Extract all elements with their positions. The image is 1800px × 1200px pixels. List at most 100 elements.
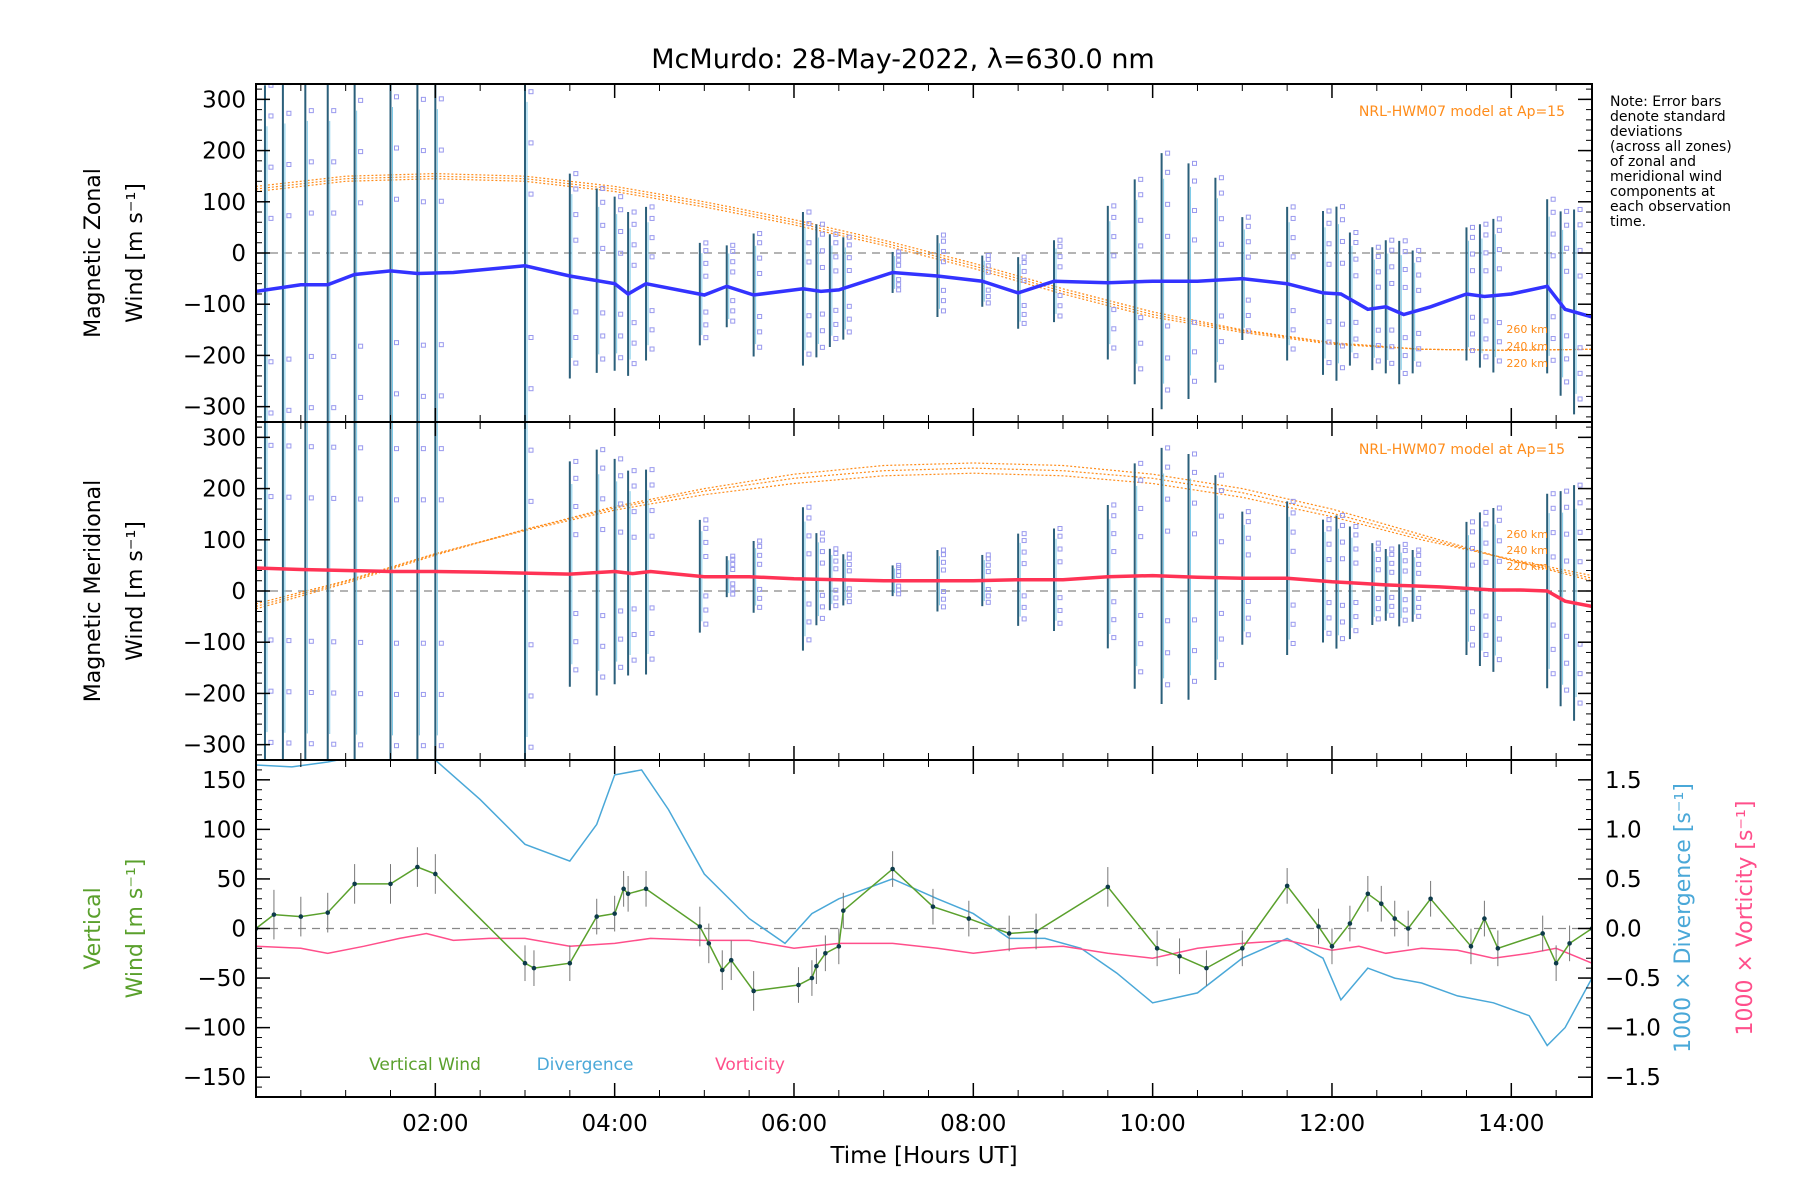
vertical-wind-point [594, 914, 600, 919]
model-height-label: 220 km [1506, 560, 1548, 573]
scatter-point [1564, 333, 1570, 339]
scatter-point [833, 321, 839, 327]
scatter-point [1111, 345, 1117, 351]
legend-entry: Vertical Wind [369, 1055, 481, 1075]
scatter-point [1165, 150, 1171, 156]
scatter-point [1326, 517, 1332, 523]
scatter-point [896, 583, 902, 589]
scatter-point [308, 638, 314, 644]
vertical-wind-point [531, 965, 537, 971]
scatter-point [1245, 632, 1251, 638]
scatter-point [1353, 230, 1359, 236]
scatter-point [833, 336, 839, 342]
scatter-point [757, 538, 763, 544]
y-tick-label: −100 [183, 1016, 246, 1042]
vertical-wind-point [433, 871, 438, 877]
scatter-point [1389, 237, 1395, 243]
scatter-point [1375, 253, 1381, 259]
scatter-point [757, 552, 763, 558]
scatter-point [1339, 522, 1345, 528]
scatter-point [1021, 538, 1027, 544]
scatter-point [1111, 203, 1117, 209]
y-tick-label: 0 [231, 241, 246, 267]
scatter-point [1375, 327, 1381, 333]
scatter-point [1111, 253, 1117, 259]
scatter-point [600, 185, 606, 191]
scatter-point [1218, 472, 1224, 478]
scatter-point [1416, 330, 1422, 336]
scatter-point [1564, 633, 1570, 639]
vertical-wind-point [1329, 944, 1335, 949]
note-line: denote standard [1610, 109, 1726, 125]
scatter-point [819, 248, 825, 254]
scatter-point [1402, 353, 1408, 359]
scatter-point [1402, 249, 1408, 255]
scatter-point [1339, 512, 1345, 518]
y2-tick-label: −1.5 [1605, 1065, 1661, 1091]
scatter-point [703, 621, 709, 627]
scatter-point [846, 316, 852, 322]
scatter-point [1389, 612, 1395, 618]
scatter-point [1496, 538, 1502, 544]
scatter-point [438, 393, 444, 399]
scatter-point [1165, 323, 1171, 329]
x-tick-label: 14:00 [1478, 1111, 1544, 1137]
scatter-point [1218, 539, 1224, 545]
scatter-point [1483, 632, 1489, 638]
scatter-point [1496, 216, 1502, 222]
scatter-point [1402, 238, 1408, 244]
scatter-point [1290, 308, 1296, 314]
scatter-point [528, 693, 534, 699]
scatter-point [1138, 192, 1144, 198]
vertical-wind-point [1392, 916, 1398, 921]
scatter-point [618, 311, 624, 317]
vertical-wind-point [1347, 921, 1353, 926]
scatter-point [1326, 319, 1332, 325]
scatter-point [332, 363, 336, 367]
scatter-point [393, 446, 399, 452]
scatter-point [985, 569, 991, 575]
scatter-point [1496, 339, 1502, 345]
scatter-point [393, 497, 399, 503]
panels: NRL-HWM07 model at Ap=15 260 km 240 km 220 … [81, 78, 1758, 1169]
scatter-point [1290, 346, 1296, 352]
scatter-point [1353, 532, 1359, 538]
scatter-point [1192, 237, 1198, 243]
scatter-point [1290, 602, 1296, 608]
vertical-wind-point [1240, 946, 1245, 951]
scatter-point [1564, 488, 1570, 494]
scatter-point [1290, 548, 1296, 554]
scatter-point [1218, 488, 1224, 494]
scatter-point [420, 342, 426, 348]
scatter-point [1375, 358, 1381, 364]
scatter-point [1375, 343, 1381, 349]
scatter-point [649, 308, 655, 314]
y2-tick-label: 1.0 [1605, 817, 1642, 843]
y-tick-label: 300 [202, 87, 246, 113]
scatter-point [703, 322, 709, 328]
divergence-line [256, 760, 1592, 1047]
scatter-point [1402, 370, 1408, 376]
scatter-point [1469, 545, 1475, 551]
scatter-point [1165, 201, 1171, 207]
scatter-point [287, 393, 291, 397]
scatter-point [703, 607, 709, 613]
scatter-point [940, 248, 946, 254]
scatter-point [757, 231, 763, 237]
scatter-point [1496, 227, 1502, 233]
scatter-point [631, 468, 637, 474]
scatter-point [420, 640, 426, 646]
scatter-point [1245, 328, 1251, 334]
model-label: NRL-HWM07 model at Ap=15 [1359, 442, 1565, 458]
scatter-point [846, 255, 852, 261]
scatter-point [1138, 477, 1144, 483]
scatter-point [1326, 630, 1332, 636]
scatter-point [1577, 396, 1583, 402]
scatter-point [1496, 636, 1502, 642]
scatter-point [1353, 560, 1359, 566]
scatter-point [309, 78, 313, 82]
scatter-point [1469, 348, 1475, 354]
scatter-point [529, 397, 533, 401]
scatter-point [1577, 222, 1583, 228]
scatter-point [1389, 264, 1395, 270]
